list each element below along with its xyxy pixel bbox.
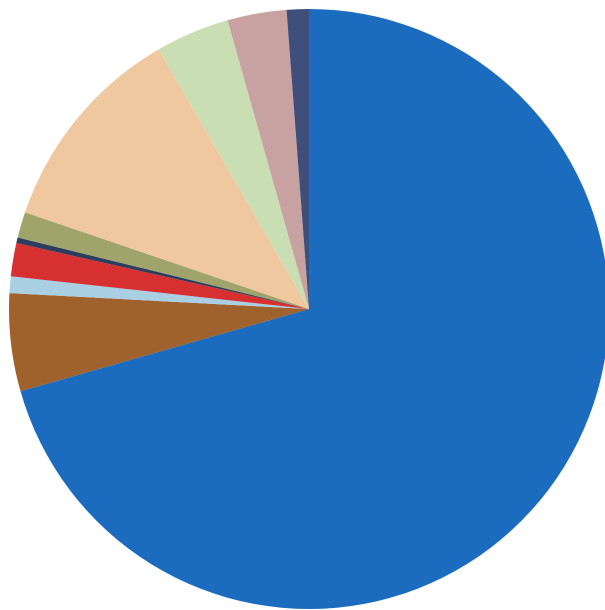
pie-slices: [8, 8, 605, 609]
pie-slice-2: [8, 293, 309, 392]
pie-slice-1: [20, 9, 605, 609]
pie-slice-5: [16, 237, 310, 309]
pie-slice-9: [227, 9, 309, 310]
pie-slice-3: [9, 276, 309, 309]
pie-slice-8: [158, 20, 309, 309]
pie-slice-10: [286, 8, 309, 309]
pie-slice-7: [24, 49, 309, 309]
pie-slice-6: [17, 212, 309, 309]
pie-slice-4: [10, 243, 309, 309]
